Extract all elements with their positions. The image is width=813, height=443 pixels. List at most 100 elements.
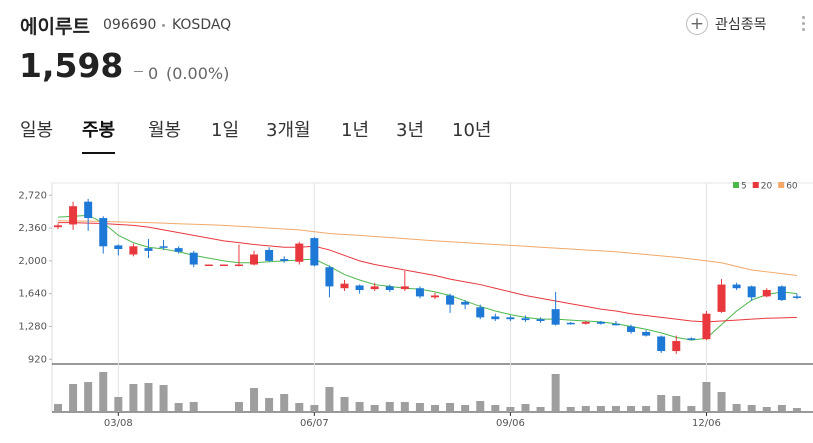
volume-bar	[476, 401, 485, 411]
volume-bar	[732, 404, 741, 411]
volume-bar	[114, 397, 123, 411]
legend-swatch	[752, 182, 759, 188]
candle-body	[446, 295, 455, 305]
candle-body	[657, 336, 666, 352]
tab[interactable]: 10년	[452, 120, 492, 141]
tab[interactable]: 월봉	[148, 120, 182, 141]
candle-body	[219, 264, 228, 267]
x-tick-label: 03/08	[104, 418, 133, 429]
volume-bar	[355, 402, 364, 411]
y-tick-label: 2,360	[18, 223, 47, 234]
candle-body	[250, 254, 259, 265]
candle-body	[310, 238, 319, 266]
volume-bar	[325, 387, 334, 411]
legend-label: 5	[741, 182, 747, 192]
volume-bar	[159, 385, 168, 411]
y-tick-label: 2,720	[18, 190, 47, 201]
candle-body	[672, 341, 681, 352]
volume-bar	[536, 407, 545, 411]
y-tick-label: 2,000	[18, 256, 47, 267]
candle-body	[596, 321, 605, 324]
volume-bar	[400, 402, 409, 411]
volume-bar	[777, 405, 786, 411]
tab[interactable]: 1년	[341, 120, 370, 141]
candle-body	[792, 296, 801, 298]
volume-bar	[431, 405, 439, 411]
change: 0	[148, 64, 159, 83]
stock-code: 096690	[103, 17, 157, 33]
candle-body	[627, 326, 636, 332]
volume-bar	[370, 405, 379, 411]
volume-bar	[747, 405, 756, 411]
candle-body	[84, 201, 93, 219]
legend-label: 20	[761, 182, 773, 192]
volume-bar	[280, 394, 289, 411]
volume-bar	[415, 403, 424, 411]
candle-body	[99, 218, 108, 247]
volume-bar	[340, 397, 349, 411]
volume-bar	[672, 396, 681, 411]
volume-bar	[792, 408, 801, 411]
stock-name: 에이루트	[20, 16, 90, 38]
volume-bar	[310, 405, 319, 411]
volume-bar	[506, 407, 515, 411]
plus-icon[interactable]: +	[686, 13, 708, 35]
x-tick-label: 12/06	[692, 418, 721, 429]
flat-icon	[134, 71, 143, 72]
price: 1,598	[19, 46, 124, 85]
candle-body	[762, 290, 771, 297]
candle-body	[280, 259, 289, 261]
candle-body	[355, 285, 364, 291]
volume-bar	[250, 388, 259, 411]
moving-average-line	[58, 222, 797, 323]
tab[interactable]: 일봉	[20, 120, 54, 141]
candle-body	[521, 318, 530, 321]
candle-body	[370, 286, 379, 290]
volume-bar	[611, 406, 620, 411]
candle-body	[551, 309, 560, 325]
legend-label: 60	[786, 182, 798, 192]
candle-body	[174, 248, 183, 252]
volume-bar	[446, 403, 455, 411]
volume-bar	[642, 406, 651, 411]
candle-body	[702, 313, 711, 340]
volume-bar	[295, 403, 304, 411]
candle-body	[325, 267, 334, 287]
volume-bar	[521, 404, 530, 411]
candle-body	[536, 319, 545, 322]
more-menu[interactable]	[802, 16, 805, 31]
volume-bar	[551, 374, 560, 411]
volume-bar	[189, 402, 198, 411]
volume-bar	[54, 404, 62, 411]
candle-body	[415, 288, 424, 297]
legend-swatch	[733, 182, 739, 188]
market: KOSDAQ	[172, 17, 232, 33]
candle-body	[506, 317, 515, 320]
legend-swatch	[778, 182, 785, 188]
watch-button[interactable]: 관심종목	[715, 17, 767, 33]
volume-bar	[627, 406, 636, 411]
volume-bar	[596, 406, 605, 411]
volume-bar	[129, 384, 138, 411]
candle-body	[69, 206, 78, 225]
volume-bar	[385, 402, 394, 411]
tab[interactable]: 3년	[396, 120, 425, 141]
dot-separator	[162, 24, 165, 27]
tab[interactable]: 주봉	[82, 116, 116, 154]
tab[interactable]: 1일	[211, 120, 240, 141]
volume-bar	[702, 382, 711, 411]
volume-bar	[265, 398, 274, 411]
candle-body	[114, 245, 123, 250]
volume-bar	[99, 372, 108, 411]
candle-body	[431, 295, 439, 298]
x-tick-label: 09/06	[496, 418, 525, 429]
y-tick-label: 920	[28, 354, 47, 365]
tab[interactable]: 3개월	[266, 120, 311, 141]
volume-bar	[234, 402, 243, 411]
volume-bar	[144, 383, 153, 411]
volume-bar	[762, 407, 771, 411]
candle-body	[129, 246, 138, 255]
candle-body	[732, 284, 741, 289]
